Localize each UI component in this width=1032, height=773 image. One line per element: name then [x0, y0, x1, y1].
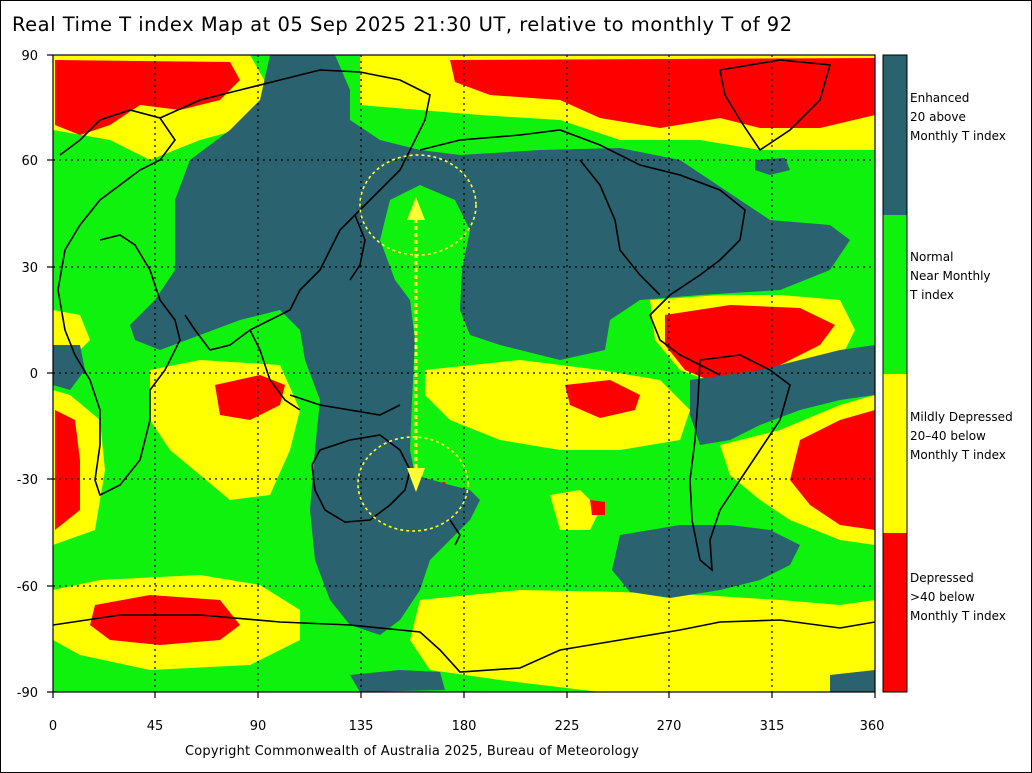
legend-depressed-line-1: Depressed — [910, 571, 974, 585]
map-title: Real Time T index Map at 05 Sep 2025 21:… — [12, 13, 793, 36]
coastlines — [53, 59, 875, 673]
y-tick-30: 30 — [21, 261, 38, 276]
x-tick-45: 45 — [147, 719, 164, 734]
y-tick-60: 60 — [21, 154, 38, 169]
legend-enhanced-line-3: Monthly T index — [910, 129, 1006, 143]
x-tick-315: 315 — [760, 719, 785, 734]
legend-depressed-line-2: >40 below — [910, 590, 975, 604]
legend-depressed: Depressed >40 below Monthly T index — [910, 569, 1006, 626]
legend-enhanced-line-1: Enhanced — [910, 91, 970, 105]
y-tick-minus60: -60 — [17, 580, 38, 595]
legend-enhanced-line-2: 20 above — [910, 110, 966, 124]
x-tick-180: 180 — [452, 719, 477, 734]
legend-enhanced: Enhanced 20 above Monthly T index — [910, 89, 1006, 146]
legend-mildly-depressed-line-1: Mildly Depressed — [910, 410, 1013, 424]
legend-swatch-enhanced — [883, 55, 907, 215]
x-tick-135: 135 — [349, 719, 374, 734]
x-tick-0: 0 — [49, 719, 57, 734]
legend-swatch-normal — [883, 215, 907, 374]
copyright-notice: Copyright Commonwealth of Australia 2025… — [185, 744, 640, 759]
legend-mildly-depressed-line-3: Monthly T index — [910, 448, 1006, 462]
arrow-head-down — [407, 468, 425, 492]
x-tick-labels: 0 45 90 135 180 225 270 315 360 — [49, 719, 885, 734]
legend-swatch-depressed — [883, 533, 907, 692]
legend-mildly-depressed-line-2: 20–40 below — [910, 429, 986, 443]
arrow-head-up — [407, 197, 425, 220]
legend-normal-line-3: T index — [910, 288, 954, 302]
y-tick-90: 90 — [21, 49, 38, 64]
legend-normal-line-2: Near Monthly — [910, 269, 991, 283]
legend-normal: Normal Near Monthly T index — [910, 248, 991, 305]
x-tick-270: 270 — [657, 719, 682, 734]
legend-mildly-depressed: Mildly Depressed 20–40 below Monthly T i… — [910, 408, 1013, 465]
south-annotation-circle — [357, 436, 469, 532]
depressed-zones — [55, 58, 875, 645]
x-tick-90: 90 — [250, 719, 267, 734]
x-tick-360: 360 — [860, 719, 885, 734]
y-tick-minus90: -90 — [17, 686, 38, 701]
x-tick-225: 225 — [555, 719, 580, 734]
legend-colorbar — [882, 54, 908, 693]
legend-swatch-mildly-depressed — [883, 374, 907, 533]
tick-marks — [47, 54, 876, 698]
y-tick-minus30: -30 — [17, 473, 38, 488]
y-tick-0: 0 — [30, 367, 38, 382]
grid-lines — [53, 55, 875, 692]
annotations — [357, 154, 477, 532]
legend-normal-line-1: Normal — [910, 250, 954, 264]
y-tick-labels: 90 60 30 0 -30 -60 -90 — [17, 49, 38, 701]
enhanced-zones — [53, 55, 875, 692]
map-plot — [53, 55, 875, 692]
legend-depressed-line-3: Monthly T index — [910, 609, 1006, 623]
north-annotation-circle — [359, 154, 477, 256]
